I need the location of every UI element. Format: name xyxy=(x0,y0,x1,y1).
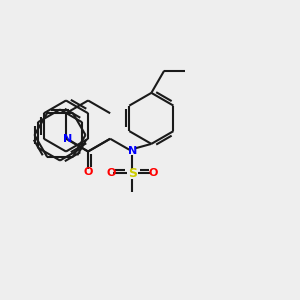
Text: S: S xyxy=(128,167,137,180)
Text: O: O xyxy=(107,168,116,178)
Text: N: N xyxy=(63,134,72,144)
Text: N: N xyxy=(128,146,137,157)
Text: O: O xyxy=(83,167,93,177)
Text: O: O xyxy=(148,168,158,178)
